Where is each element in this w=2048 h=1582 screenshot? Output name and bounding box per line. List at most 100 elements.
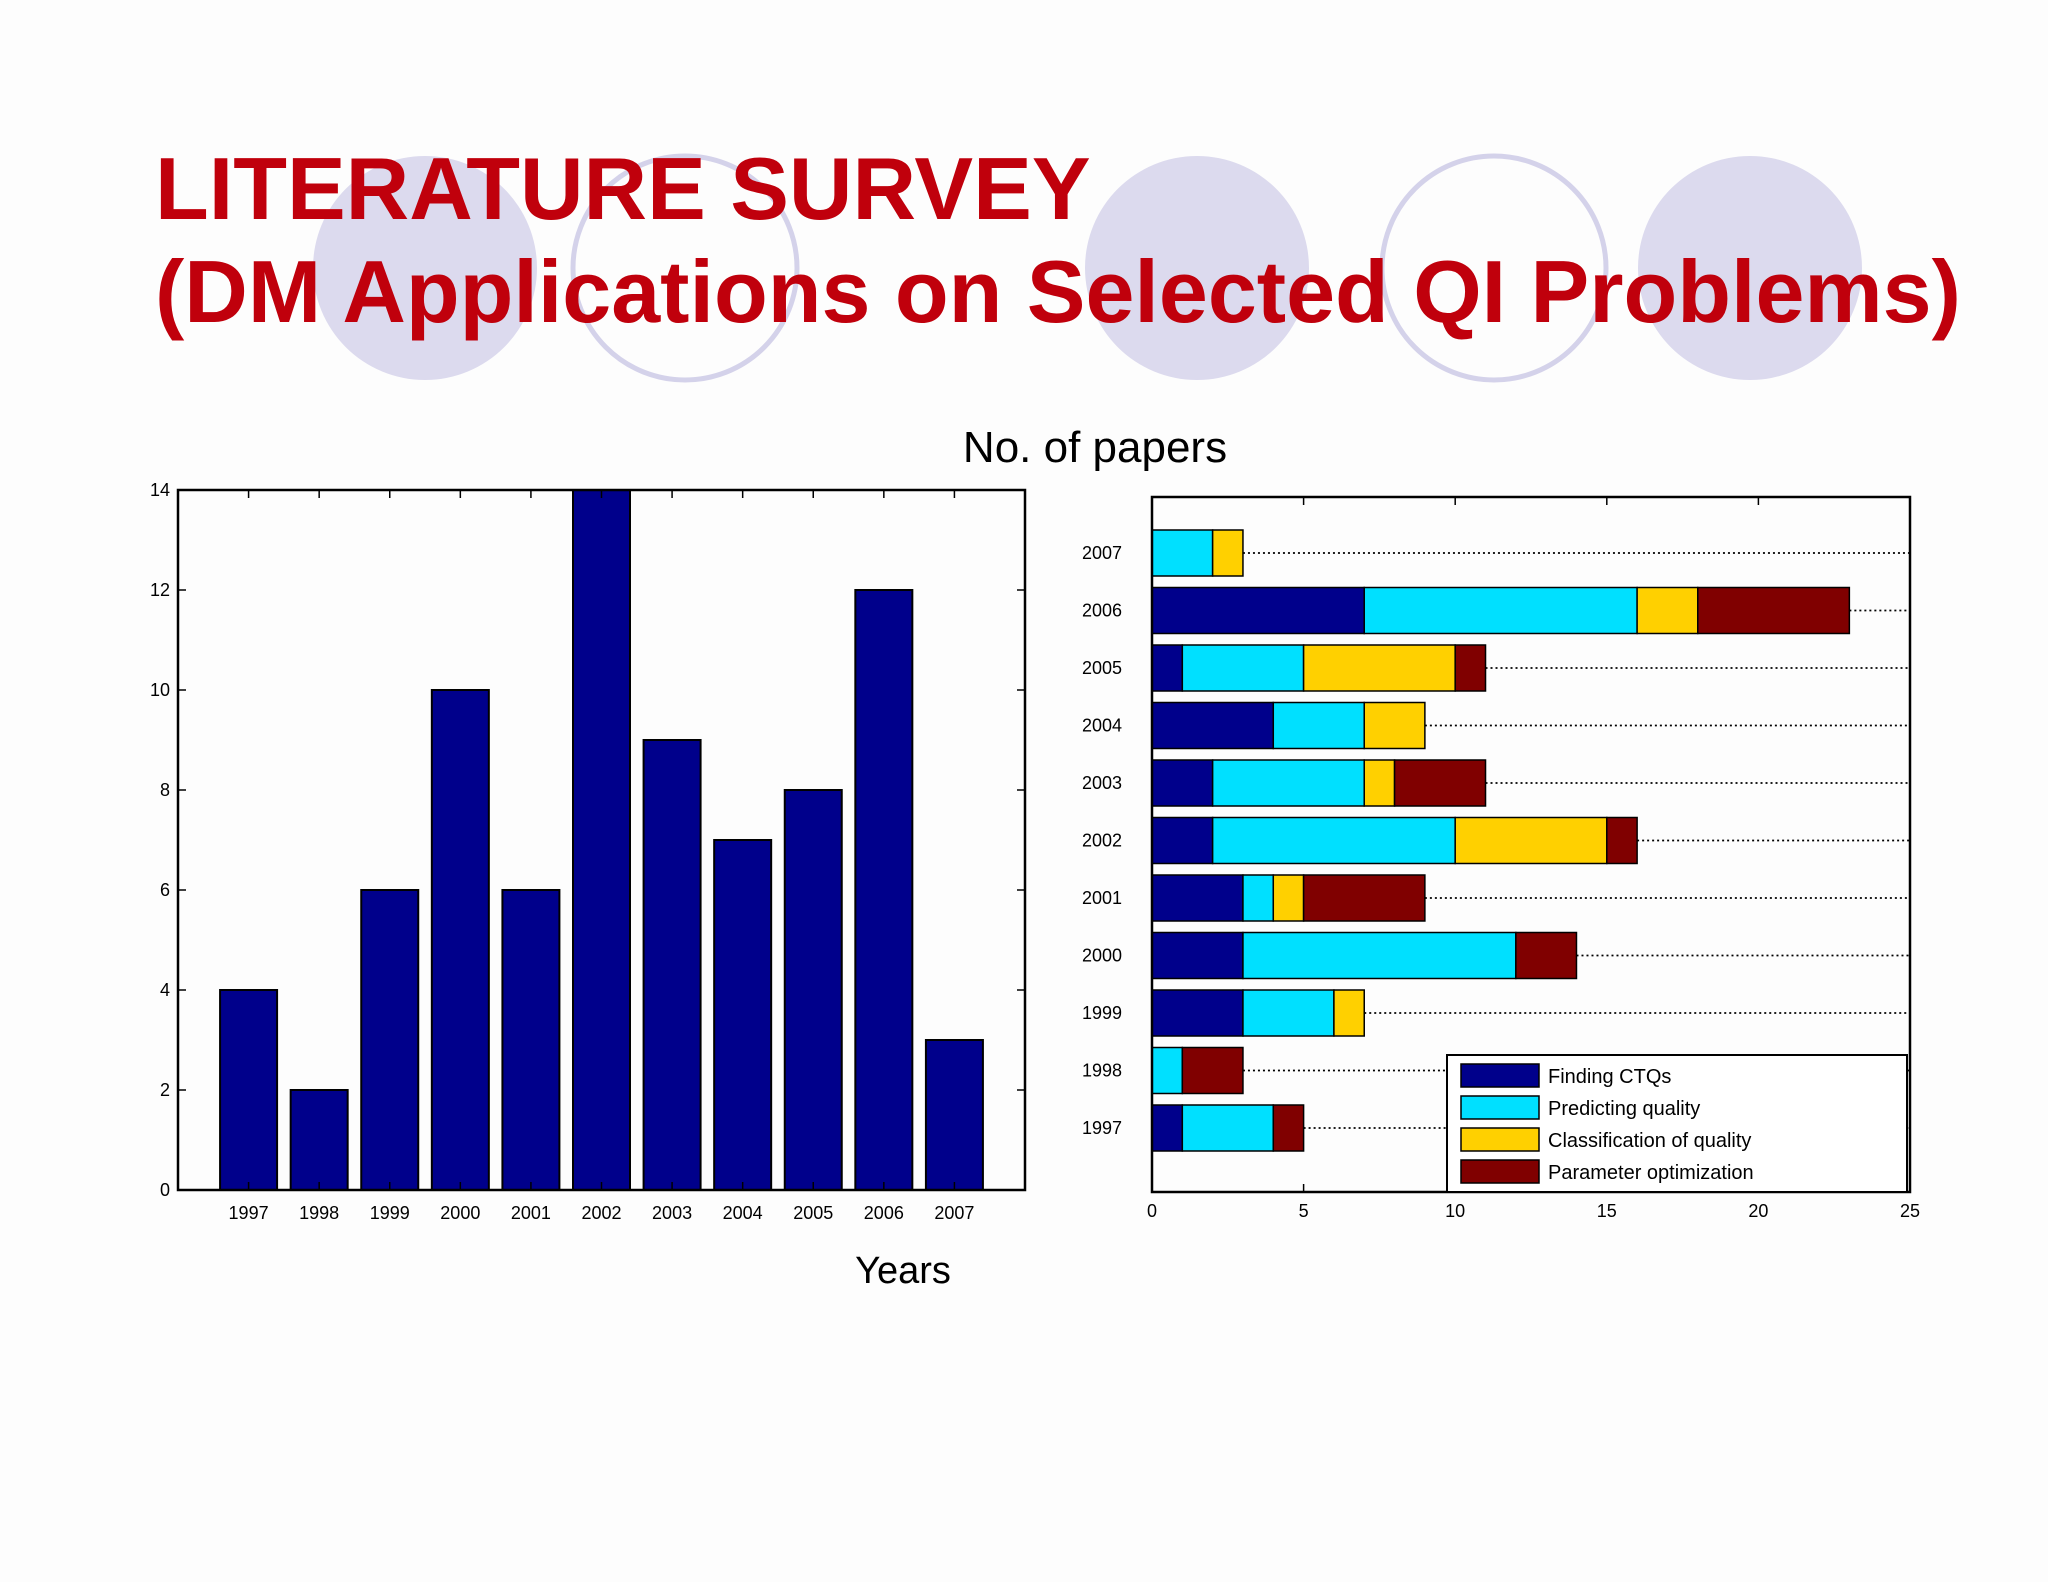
bar-segment-2006-predicting-quality — [1363, 586, 1638, 635]
decor-circle-filled — [1638, 156, 1862, 380]
bar-2006 — [854, 589, 914, 1191]
plot-frame — [176, 488, 1027, 1192]
bar-segment-1999-predicting-quality — [1242, 989, 1335, 1037]
bar-segment-2002-finding-ctqs — [1151, 816, 1214, 865]
decor-circle-outline — [570, 153, 800, 383]
y-tick-label: 6 — [160, 880, 170, 900]
decor-circle-outline — [1379, 153, 1609, 383]
bar-segment-1997-parameter-optimization — [1272, 1104, 1305, 1152]
x-tick-label: 1997 — [229, 1203, 269, 1223]
legend-label: Parameter optimization — [1548, 1162, 1754, 1184]
slide-title-line1: LITERATURE SURVEY — [155, 139, 1091, 238]
x-tick-label: 2004 — [723, 1203, 763, 1223]
bar-segment-2004-predicting-quality — [1272, 701, 1365, 750]
y-tick-label: 1999 — [1082, 1003, 1122, 1023]
bar-segment-2005-finding-ctqs — [1151, 644, 1184, 692]
legend-label: Finding CTQs — [1548, 1066, 1671, 1088]
x-tick-label: 10 — [1445, 1201, 1465, 1221]
decor-circle-filled — [1085, 156, 1309, 380]
bar-segment-1999-classification-of-quality — [1333, 989, 1365, 1037]
y-tick-label: 2007 — [1082, 543, 1122, 563]
bar-segment-2001-finding-ctqs — [1151, 874, 1244, 922]
bar-segment-2000-parameter-optimization — [1515, 931, 1578, 980]
papers-by-category-stacked-chart: 2007200620052004200320022001200019991998… — [963, 423, 1920, 1221]
bar-2002 — [572, 489, 631, 1191]
bar-segment-2001-parameter-optimization — [1302, 874, 1426, 922]
bar-segment-2007-predicting-quality — [1151, 529, 1214, 577]
chart-title: No. of papers — [963, 423, 1227, 472]
legend-swatch-predicting-quality — [1460, 1095, 1540, 1120]
legend-swatch-finding-ctqs — [1460, 1063, 1540, 1088]
y-tick-label: 1997 — [1082, 1118, 1122, 1138]
bar-segment-1997-predicting-quality — [1181, 1104, 1275, 1152]
decor-circle-filled — [313, 156, 537, 380]
x-tick-label: 2006 — [864, 1203, 904, 1223]
bar-segment-2001-predicting-quality — [1242, 874, 1275, 922]
x-tick-label: 2002 — [581, 1203, 621, 1223]
bar-segment-2006-finding-ctqs — [1151, 586, 1365, 635]
y-tick-label: 10 — [150, 680, 170, 700]
bar-segment-2006-parameter-optimization — [1697, 586, 1851, 635]
x-tick-label: 0 — [1147, 1201, 1157, 1221]
bar-segment-2005-parameter-optimization — [1454, 644, 1487, 692]
bar-1998 — [289, 1089, 349, 1191]
y-tick-label: 2001 — [1082, 888, 1122, 908]
bar-segment-2002-parameter-optimization — [1606, 816, 1638, 865]
x-tick-label: 2000 — [440, 1203, 480, 1223]
bar-segment-1997-finding-ctqs — [1151, 1104, 1184, 1152]
x-tick-label: 1998 — [299, 1203, 339, 1223]
bar-segment-2004-classification-of-quality — [1363, 701, 1426, 750]
y-tick-label: 2006 — [1082, 601, 1122, 621]
y-tick-label: 2 — [160, 1080, 170, 1100]
bar-1997 — [219, 989, 279, 1191]
y-tick-label: 1998 — [1082, 1061, 1122, 1081]
x-tick-label: 2003 — [652, 1203, 692, 1223]
bar-2007 — [924, 1039, 984, 1191]
legend-label: Predicting quality — [1548, 1098, 1700, 1120]
bar-segment-2003-parameter-optimization — [1393, 759, 1487, 807]
bar-2000 — [430, 689, 490, 1191]
x-tick-label: 2007 — [934, 1203, 974, 1223]
y-tick-label: 14 — [150, 480, 170, 500]
x-tick-label: 2005 — [793, 1203, 833, 1223]
x-tick-label: 2001 — [511, 1203, 551, 1223]
y-tick-label: 2005 — [1082, 658, 1122, 678]
y-tick-label: 12 — [150, 580, 170, 600]
x-tick-label: 15 — [1597, 1201, 1617, 1221]
y-tick-label: 4 — [160, 980, 170, 1000]
bar-segment-2003-predicting-quality — [1211, 759, 1365, 807]
bar-2001 — [501, 889, 561, 1191]
y-tick-label: 0 — [160, 1180, 170, 1200]
bar-segment-2002-predicting-quality — [1211, 816, 1456, 865]
bar-segment-1998-parameter-optimization — [1181, 1046, 1244, 1095]
bar-segment-2003-classification-of-quality — [1363, 759, 1396, 807]
y-tick-label: 2002 — [1082, 831, 1122, 851]
legend: Finding CTQs Predicting quality Classifica… — [1446, 1054, 1908, 1193]
bar-segment-2001-classification-of-quality — [1272, 874, 1305, 922]
y-tick-label: 2000 — [1082, 946, 1122, 966]
legend-label: Classification of quality — [1548, 1130, 1751, 1152]
x-tick-label: 20 — [1748, 1201, 1768, 1221]
bar-segment-1999-finding-ctqs — [1151, 989, 1244, 1037]
bar-segment-2007-classification-of-quality — [1211, 529, 1244, 577]
x-tick-label: 5 — [1299, 1201, 1309, 1221]
legend-swatch-parameter-optimization — [1460, 1159, 1540, 1184]
bar-2004 — [713, 839, 773, 1191]
bar-2003 — [642, 739, 702, 1191]
x-tick-label: 25 — [1900, 1201, 1920, 1221]
bar-segment-2005-classification-of-quality — [1302, 644, 1456, 692]
bar-1999 — [360, 889, 420, 1191]
bar-2005 — [783, 789, 843, 1191]
bar-segment-1998-predicting-quality — [1151, 1046, 1184, 1095]
legend-swatch-classification-of-quality — [1460, 1127, 1540, 1152]
y-tick-label: 2003 — [1082, 773, 1122, 793]
bar-segment-2000-finding-ctqs — [1151, 931, 1244, 980]
x-tick-label: 1999 — [370, 1203, 410, 1223]
bar-segment-2006-classification-of-quality — [1636, 586, 1699, 635]
papers-per-year-bar-chart: 1997 1998 1999 2000 2001 2002 2003 2004 2005 2006… — [150, 480, 1027, 1292]
bar-segment-2002-classification-of-quality — [1454, 816, 1608, 865]
bar-segment-2003-finding-ctqs — [1151, 759, 1214, 807]
